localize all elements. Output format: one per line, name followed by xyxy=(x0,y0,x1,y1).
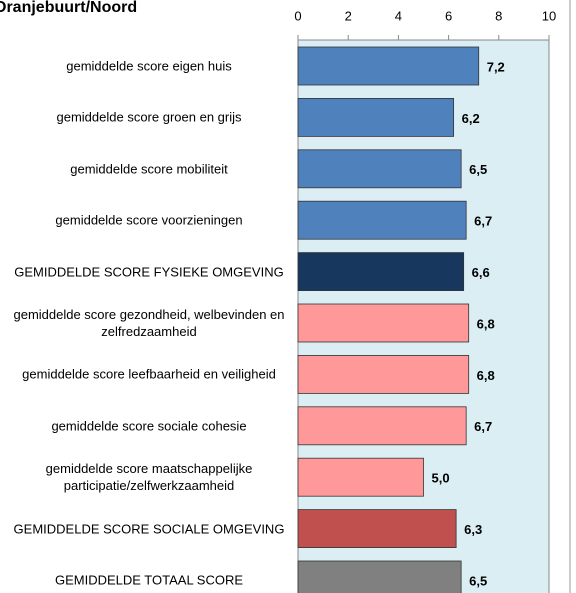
y-tick-label: GEMIDDELDE SCORE FYSIEKE OMGEVING xyxy=(14,264,284,280)
y-tick-label: gemiddelde score sociale cohesie xyxy=(51,418,247,434)
value-label: 6,7 xyxy=(474,419,492,434)
bar xyxy=(297,303,470,343)
value-label: 6,3 xyxy=(464,522,482,537)
bar xyxy=(297,457,424,497)
bar xyxy=(297,252,465,292)
value-label: 5,0 xyxy=(432,471,450,486)
value-label: 6,8 xyxy=(477,316,495,331)
value-label: 6,6 xyxy=(472,265,490,280)
x-tick-label: 6 xyxy=(445,8,452,23)
y-tick-label: gemiddelde score mobiliteit xyxy=(70,161,228,177)
value-label: 6,7 xyxy=(474,214,492,229)
y-tick-label: gemiddelde score groen en grijs xyxy=(56,109,242,125)
bar xyxy=(297,354,470,394)
x-tick-label: 10 xyxy=(542,8,556,23)
x-tick-label: 4 xyxy=(395,8,402,23)
y-tick-label: gemiddelde score gezondheid, welbevinden… xyxy=(13,307,285,339)
bar xyxy=(297,560,462,593)
bar xyxy=(297,406,467,446)
value-label: 6,8 xyxy=(477,368,495,383)
bar xyxy=(297,509,457,549)
value-label: 7,2 xyxy=(487,59,505,74)
y-tick-label: GEMIDDELDE SCORE SOCIALE OMGEVING xyxy=(13,521,285,537)
y-tick-label: gemiddelde score eigen huis xyxy=(66,58,232,74)
bar xyxy=(297,46,480,86)
value-label: 6,2 xyxy=(462,111,480,126)
chart-title: Oranjebuurt/Noord xyxy=(0,0,137,16)
y-tick-label: GEMIDDELDE TOTAAL SCORE xyxy=(54,572,244,588)
x-tick-label: 2 xyxy=(345,8,352,23)
y-tick-label: gemiddelde score voorzieningen xyxy=(55,212,243,228)
bar xyxy=(297,149,462,189)
value-label: 6,5 xyxy=(469,162,487,177)
y-tick-label: gemiddelde score leefbaarheid en veiligh… xyxy=(22,366,276,382)
bar xyxy=(297,200,467,240)
x-tick-label: 0 xyxy=(294,8,301,23)
y-tick-label: gemiddelde score maatschappelijke partic… xyxy=(45,461,253,494)
value-label: 6,5 xyxy=(469,573,487,588)
bar xyxy=(297,98,455,137)
x-tick-label: 8 xyxy=(495,8,502,23)
